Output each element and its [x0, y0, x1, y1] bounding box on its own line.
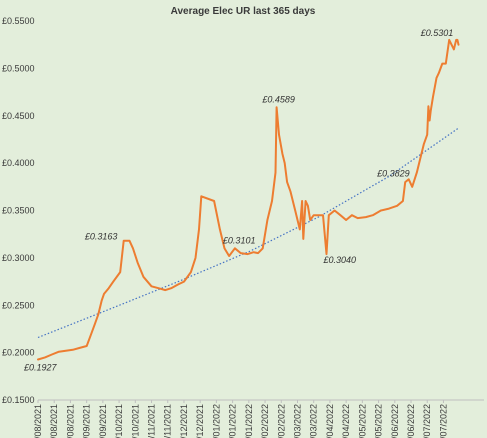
x-tick-label: 06/12/2021: [179, 404, 189, 438]
x-tick-label: 02/08/2021: [33, 404, 43, 438]
x-tick-label: 31/01/2022: [244, 404, 254, 438]
x-tick-label: 22/11/2021: [163, 404, 173, 438]
x-tick-label: 11/04/2022: [325, 404, 335, 438]
x-tick-label: 28/03/2022: [309, 404, 319, 438]
x-tick-label: 17/01/2022: [228, 404, 238, 438]
series-layer: [37, 38, 460, 361]
x-tick-label: 18/07/2022: [438, 404, 448, 438]
x-tick-label: 13/09/2021: [82, 404, 92, 438]
x-tick-label: 25/04/2022: [341, 404, 351, 438]
y-tick-label: £0.1500: [2, 395, 35, 405]
x-tick-label: 30/08/2021: [65, 404, 75, 438]
y-tick-label: £0.5000: [2, 63, 35, 73]
data-label-layer: £0.1927 £0.3163 £0.3101 £0.4589 £0.3040 £0.38…: [23, 28, 453, 373]
y-tick-label: £0.2500: [2, 300, 35, 310]
y-tick-label: £0.2000: [2, 348, 35, 358]
x-tick-label: 04/07/2022: [422, 404, 432, 438]
x-tick-label: 25/10/2021: [130, 404, 140, 438]
y-tick-label: £0.3000: [2, 253, 35, 263]
x-tick-label: 20/12/2021: [195, 404, 205, 438]
x-tick-label: 27/09/2021: [98, 404, 108, 438]
x-tick-label: 08/11/2021: [147, 404, 157, 438]
x-tick-label: 28/02/2022: [276, 404, 286, 438]
x-tick-label: 14/02/2022: [260, 404, 270, 438]
x-tick-label: 06/06/2022: [390, 404, 400, 438]
series-line: [37, 38, 460, 361]
trendline: [37, 127, 459, 339]
x-tick-label: 11/10/2021: [114, 404, 124, 438]
x-tick-label: 16/08/2021: [49, 404, 59, 438]
data-label: £0.4589: [261, 94, 295, 104]
data-label: £0.3101: [222, 235, 256, 245]
x-tick-label: 14/03/2022: [292, 404, 302, 438]
data-label: £0.3829: [376, 168, 410, 178]
data-label: £0.3163: [84, 231, 118, 241]
x-tick-label: 09/05/2022: [357, 404, 367, 438]
y-tick-label: £0.4000: [2, 158, 35, 168]
chart-title: Average Elec UR last 365 days: [171, 6, 316, 17]
y-tick-label: £0.5500: [2, 16, 35, 26]
x-tick-label: 20/06/2022: [406, 404, 416, 438]
trendline-layer: [37, 127, 459, 339]
y-tick-label: £0.4500: [2, 111, 35, 121]
x-tick-label: 03/01/2022: [211, 404, 221, 438]
y-axis: £0.1500 £0.2000 £0.2500 £0.3000 £0.3500 £0.40…: [2, 16, 35, 405]
data-label: £0.5301: [420, 28, 454, 38]
data-label: £0.3040: [322, 255, 356, 265]
y-tick-label: £0.3500: [2, 206, 35, 216]
x-axis: 02/08/2021 16/08/2021 30/08/2021 13/09/2021…: [33, 399, 484, 438]
x-tick-label: 23/05/2022: [374, 404, 384, 438]
data-label: £0.1927: [23, 363, 58, 373]
